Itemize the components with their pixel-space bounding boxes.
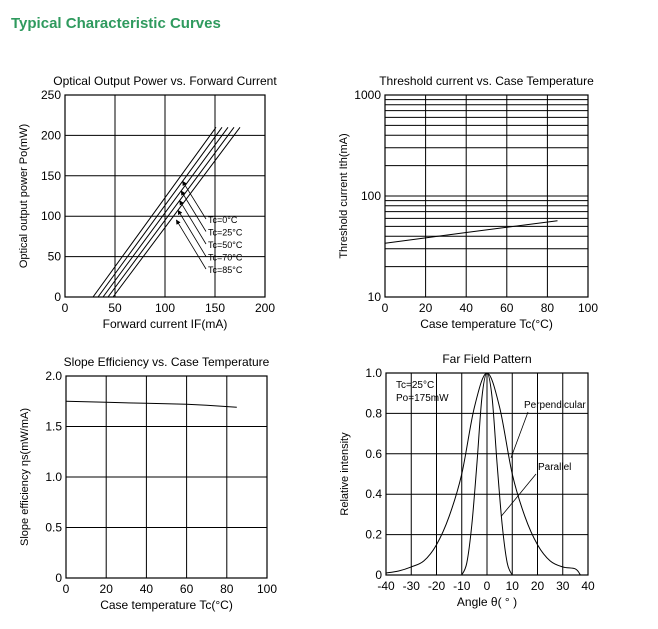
chart4-x-axis-label: Angle θ( ° ) (457, 595, 517, 609)
chart1-legend-label: Tc=85°C (208, 265, 243, 275)
chart1-legend-arrow (182, 180, 207, 220)
chart1-y-tick-label: 250 (41, 88, 61, 102)
chart1-series-line-tc-0-c (65, 127, 217, 298)
chart1-series-line-tc-25-c (65, 127, 223, 298)
chart3-x-tick-label: 20 (100, 582, 114, 596)
chart1-x-axis-label: Forward current IF(mA) (103, 317, 228, 331)
chart1-legend-arrow (180, 190, 207, 232)
chart4-y-tick-label: 0 (375, 568, 382, 582)
chart3-series-line-series (65, 400, 237, 408)
chart4-x-tick-label: 30 (556, 579, 570, 593)
chart4-x-tick-label: -20 (428, 579, 446, 593)
chart3-x-tick-label: 0 (63, 582, 70, 596)
chart2-x-tick-label: 100 (578, 301, 598, 315)
chart4-pointer-perpendicular (510, 411, 529, 458)
chart2-x-tick-label: 80 (541, 301, 555, 315)
chart1-x-tick-label: 100 (155, 301, 175, 315)
chart2-x-tick-label: 20 (419, 301, 433, 315)
chart2-y-axis-label: Threshold current Ith(mA) (338, 133, 350, 258)
chart4-y-tick-label: 0.4 (365, 487, 382, 501)
chart1-y-tick-label: 200 (41, 128, 61, 142)
chart1-legend-label: Tc=70°C (208, 253, 243, 263)
chart2-x-tick-label: 40 (460, 301, 474, 315)
chart3-x-axis-label: Case temperature Tc(°C) (100, 598, 233, 612)
chart4-series-line-parallel (461, 372, 513, 576)
chart1-x-tick-label: 50 (108, 301, 122, 315)
chart1-legend-arrow (177, 209, 207, 257)
chart2-y-tick-label: 100 (361, 189, 381, 203)
chart1-legend-arrow (179, 200, 207, 245)
chart1-y-tick-label: 150 (41, 169, 61, 183)
chart4-x-tick-label: -10 (453, 579, 471, 593)
chart4-x-tick-label: 10 (506, 579, 520, 593)
chart4-annotation-po: Po=175mW (396, 393, 449, 404)
chart2-y-tick-label: 1000 (354, 88, 381, 102)
chart3-y-tick-label: 1.0 (45, 470, 62, 484)
chart2-title: Threshold current vs. Case Temperature (379, 74, 594, 88)
chart3-x-tick-label: 80 (220, 582, 234, 596)
chart1-legend-label: Tc=25°C (208, 228, 243, 238)
chart2-series-line-series (384, 220, 558, 244)
chart2-plot-frame (384, 94, 589, 298)
chart1-y-tick-label: 100 (41, 209, 61, 223)
chart4-annotation-tc: Tc=25°C (396, 380, 434, 391)
chart4-y-tick-label: 0.2 (365, 528, 382, 542)
chart1-legend-label: Tc=0°C (208, 215, 238, 225)
chart1-series-line-tc-85-c (65, 127, 241, 298)
chart2-y-tick-label: 10 (368, 290, 382, 304)
chart4-y-tick-label: 0.8 (365, 406, 382, 420)
chart3-y-axis-label: Slope efficiency ηs(mW/mA) (19, 408, 31, 546)
chart1-legend-arrow (176, 219, 207, 270)
chart4-series-label-perpendicular: Perpendicular (524, 400, 586, 411)
chart4-y-tick-label: 1.0 (365, 366, 382, 380)
chart1-y-axis-label: Optical output power Po(mW) (18, 124, 30, 268)
chart1-legend-label: Tc=50°C (208, 240, 243, 250)
chart3-y-tick-label: 1.5 (45, 420, 62, 434)
chart4-series-label-parallel: Parallel (538, 462, 571, 473)
chart4-x-tick-label: -40 (377, 579, 395, 593)
chart4-title: Far Field Pattern (442, 352, 531, 366)
chart1-x-tick-label: 0 (62, 301, 69, 315)
page-title: Typical Characteristic Curves (11, 15, 221, 32)
chart3-plot-frame (65, 375, 268, 579)
chart4-x-tick-label: -30 (403, 579, 421, 593)
chart2-x-tick-label: 60 (500, 301, 514, 315)
chart1-x-tick-label: 150 (205, 301, 225, 315)
chart1-x-tick-label: 200 (255, 301, 275, 315)
chart1-title: Optical Output Power vs. Forward Current (53, 74, 277, 88)
chart4-x-tick-label: 0 (484, 579, 491, 593)
chart3-x-tick-label: 40 (140, 582, 154, 596)
chart2-x-axis-label: Case temperature Tc(°C) (420, 317, 553, 331)
chart3-y-tick-label: 0 (55, 571, 62, 585)
chart4-x-tick-label: 40 (581, 579, 595, 593)
chart1-y-tick-label: 0 (54, 290, 61, 304)
chart4-x-tick-label: 20 (531, 579, 545, 593)
chart1-y-tick-label: 50 (48, 250, 62, 264)
chart1-plot-frame (64, 94, 266, 298)
chart4-y-tick-label: 0.6 (365, 447, 382, 461)
chart2-x-tick-label: 0 (382, 301, 389, 315)
chart3-x-tick-label: 60 (180, 582, 194, 596)
chart3-y-tick-label: 0.5 (45, 521, 62, 535)
chart4-y-axis-label: Relative intensity (339, 432, 351, 516)
chart3-x-tick-label: 100 (257, 582, 277, 596)
chart3-y-tick-label: 2.0 (45, 369, 62, 383)
chart4-pointer-parallel (500, 473, 537, 517)
chart3-title: Slope Efficiency vs. Case Temperature (64, 355, 270, 369)
